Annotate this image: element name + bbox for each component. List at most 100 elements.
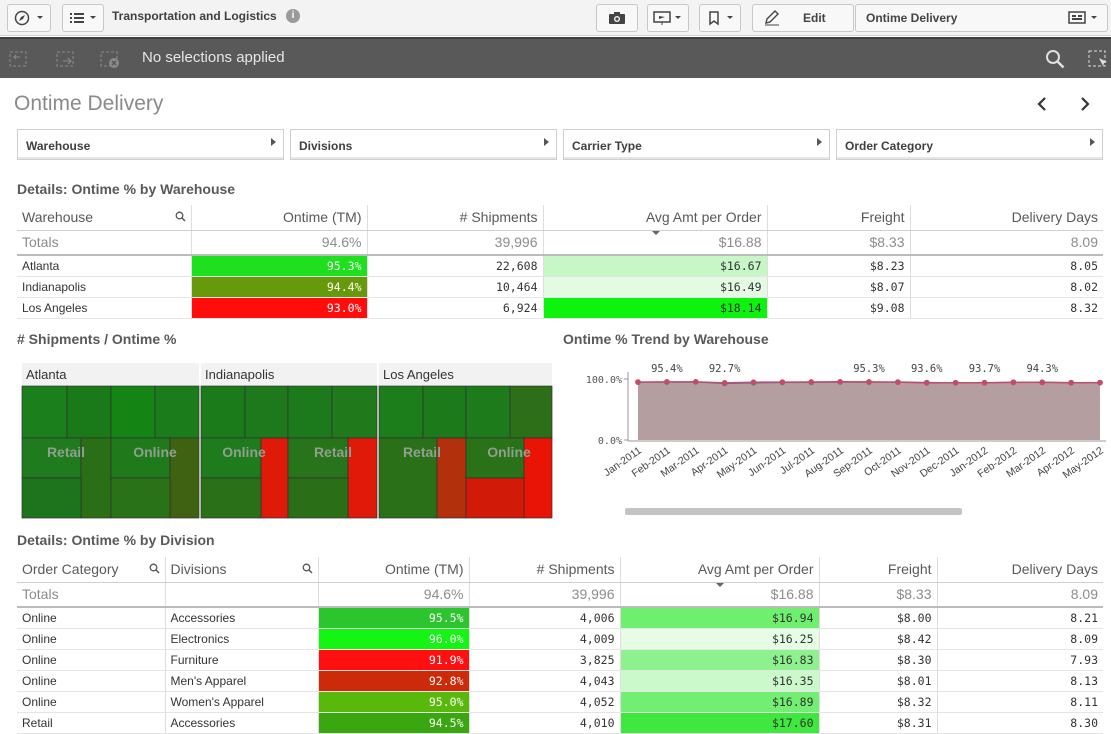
table-row[interactable]: Online Women's Apparel 95.0% 4,052 $16.89 $8.… (17, 691, 1103, 713)
step-back-icon[interactable] (8, 48, 30, 70)
filter-order-category[interactable]: Order Category (836, 129, 1103, 160)
treemap-tile[interactable] (422, 385, 467, 439)
table-row[interactable]: Indianapolis 94.4% 10,464 $16.49 $8.07 8.02 (17, 276, 1103, 298)
info-icon[interactable]: i (286, 9, 300, 23)
table-cell: 8.32 (910, 297, 1103, 319)
column-search-icon[interactable] (149, 563, 160, 574)
filter-divisions[interactable]: Divisions (290, 129, 557, 160)
sheet-grid-icon (1068, 11, 1097, 24)
column-header[interactable]: Avg Amt per Order (620, 557, 820, 583)
treemap-tile[interactable] (287, 385, 333, 439)
table-cell[interactable]: Women's Apparel (165, 691, 319, 713)
column-header[interactable]: Delivery Days (937, 557, 1103, 583)
edit-button[interactable]: Edit (752, 4, 854, 32)
table-cell: 22,608 (367, 255, 544, 277)
bookmark-button[interactable] (699, 4, 741, 32)
table-cell[interactable]: Men's Apparel (165, 670, 319, 692)
ontime-trend-chart[interactable]: 100.0% 0.0% 95.4% 92.7% 95.3% 93.6% 93.7% 94.3%… (565, 355, 1110, 517)
treemap-tile[interactable] (80, 437, 112, 519)
step-forward-icon[interactable] (55, 48, 77, 70)
column-header[interactable]: Delivery Days (910, 205, 1103, 231)
table-cell[interactable]: Furniture (165, 649, 319, 671)
treemap-tile[interactable] (465, 477, 525, 519)
table-cell[interactable]: Online (17, 628, 166, 650)
treemap-sub-label: Retail (314, 444, 352, 460)
table-cell[interactable]: Electronics (165, 628, 319, 650)
table-cell: $8.00 (819, 607, 938, 629)
column-header[interactable]: # Shipments (367, 205, 544, 231)
treemap-tile[interactable] (110, 437, 171, 479)
table-cell[interactable]: Online (17, 670, 166, 692)
table-cell[interactable]: Los Angeles (17, 297, 192, 319)
treemap-tile[interactable] (523, 437, 553, 519)
table-row[interactable]: Online Electronics 96.0% 4,009 $16.25 $8.42 8.… (17, 628, 1103, 650)
table-cell[interactable]: Online (17, 607, 166, 629)
treemap-tile[interactable] (287, 437, 349, 479)
table-cell[interactable]: Indianapolis (17, 276, 192, 298)
treemap-tile[interactable] (331, 385, 378, 439)
sheets-list-button[interactable] (62, 4, 104, 32)
division-table-title: Details: Ontime % by Division (17, 532, 215, 548)
table-cell[interactable]: Online (17, 691, 166, 713)
chart-scrollbar[interactable] (625, 508, 962, 515)
column-header[interactable]: Order Category (17, 557, 166, 583)
treemap-tile[interactable] (200, 477, 262, 519)
filter-warehouse[interactable]: Warehouse (17, 129, 284, 160)
treemap-tile[interactable] (66, 385, 112, 439)
filter-carrier-type[interactable]: Carrier Type (563, 129, 830, 160)
treemap-tile[interactable] (110, 477, 171, 519)
present-button[interactable] (647, 4, 689, 32)
treemap-tile[interactable] (509, 385, 553, 439)
treemap-tile[interactable] (110, 385, 156, 439)
selections-tool-icon[interactable] (1087, 48, 1109, 70)
global-menu-button[interactable] (7, 4, 51, 32)
treemap-tile[interactable] (21, 385, 68, 439)
previous-sheet-icon[interactable] (1032, 94, 1052, 114)
table-row[interactable]: Online Accessories 95.5% 4,006 $16.94 $8.00 8.… (17, 607, 1103, 629)
table-cell[interactable]: Online (17, 649, 166, 671)
treemap-tile[interactable] (200, 385, 246, 439)
table-cell[interactable]: Accessories (165, 607, 319, 629)
column-header[interactable]: Warehouse (17, 205, 192, 231)
treemap-tile[interactable] (200, 437, 262, 479)
column-header[interactable]: Freight (767, 205, 911, 231)
treemap-tile[interactable] (21, 477, 82, 519)
clear-selections-icon[interactable] (99, 48, 121, 70)
treemap-tile[interactable] (244, 385, 289, 439)
treemap-tile[interactable] (378, 385, 424, 439)
data-point (895, 379, 901, 385)
treemap-tile[interactable] (169, 437, 200, 519)
table-cell[interactable]: Accessories (165, 712, 319, 734)
trend-chart-title: Ontime % Trend by Warehouse (563, 331, 769, 347)
table-cell[interactable]: Atlanta (17, 255, 192, 277)
column-header[interactable]: Avg Amt per Order (543, 205, 768, 231)
column-header[interactable]: # Shipments (469, 557, 621, 583)
table-row[interactable]: Retail Accessories 94.5% 4,010 $17.60 $8.31 8.… (17, 712, 1103, 734)
table-row[interactable]: Online Furniture 91.9% 3,825 $16.83 $8.30 7.93 (17, 649, 1103, 671)
treemap-tile[interactable] (465, 385, 511, 439)
column-header[interactable]: Freight (819, 557, 938, 583)
table-cell[interactable]: Retail (17, 712, 166, 734)
treemap-tile[interactable] (154, 385, 200, 439)
table-row[interactable]: Los Angeles 93.0% 6,924 $18.14 $9.08 8.32 (17, 297, 1103, 319)
snapshot-button[interactable] (596, 4, 638, 32)
column-header[interactable]: Ontime (TM) (191, 205, 368, 231)
trend-area (638, 381, 1100, 440)
sheet-selector[interactable]: Ontime Delivery (855, 4, 1108, 32)
treemap-tile[interactable] (347, 437, 378, 519)
search-icon[interactable] (1044, 48, 1066, 70)
column-header[interactable]: Divisions (165, 557, 319, 583)
treemap-tile[interactable] (465, 437, 525, 479)
filter-label: Divisions (299, 139, 353, 153)
shipments-treemap[interactable]: Atlanta Indianapolis Los Angeles (20, 360, 554, 520)
table-cell: 95.5% (318, 607, 470, 629)
table-row[interactable]: Atlanta 95.3% 22,608 $16.67 $8.23 8.05 (17, 255, 1103, 277)
column-header[interactable]: Ontime (TM) (318, 557, 470, 583)
column-search-icon[interactable] (302, 563, 313, 574)
treemap-tile[interactable] (436, 437, 467, 519)
table-cell: 91.9% (318, 649, 470, 671)
column-search-icon[interactable] (175, 211, 186, 222)
next-sheet-icon[interactable] (1075, 94, 1095, 114)
table-row[interactable]: Online Men's Apparel 92.8% 4,043 $16.35 $8.01… (17, 670, 1103, 692)
treemap-tile[interactable] (287, 477, 349, 519)
